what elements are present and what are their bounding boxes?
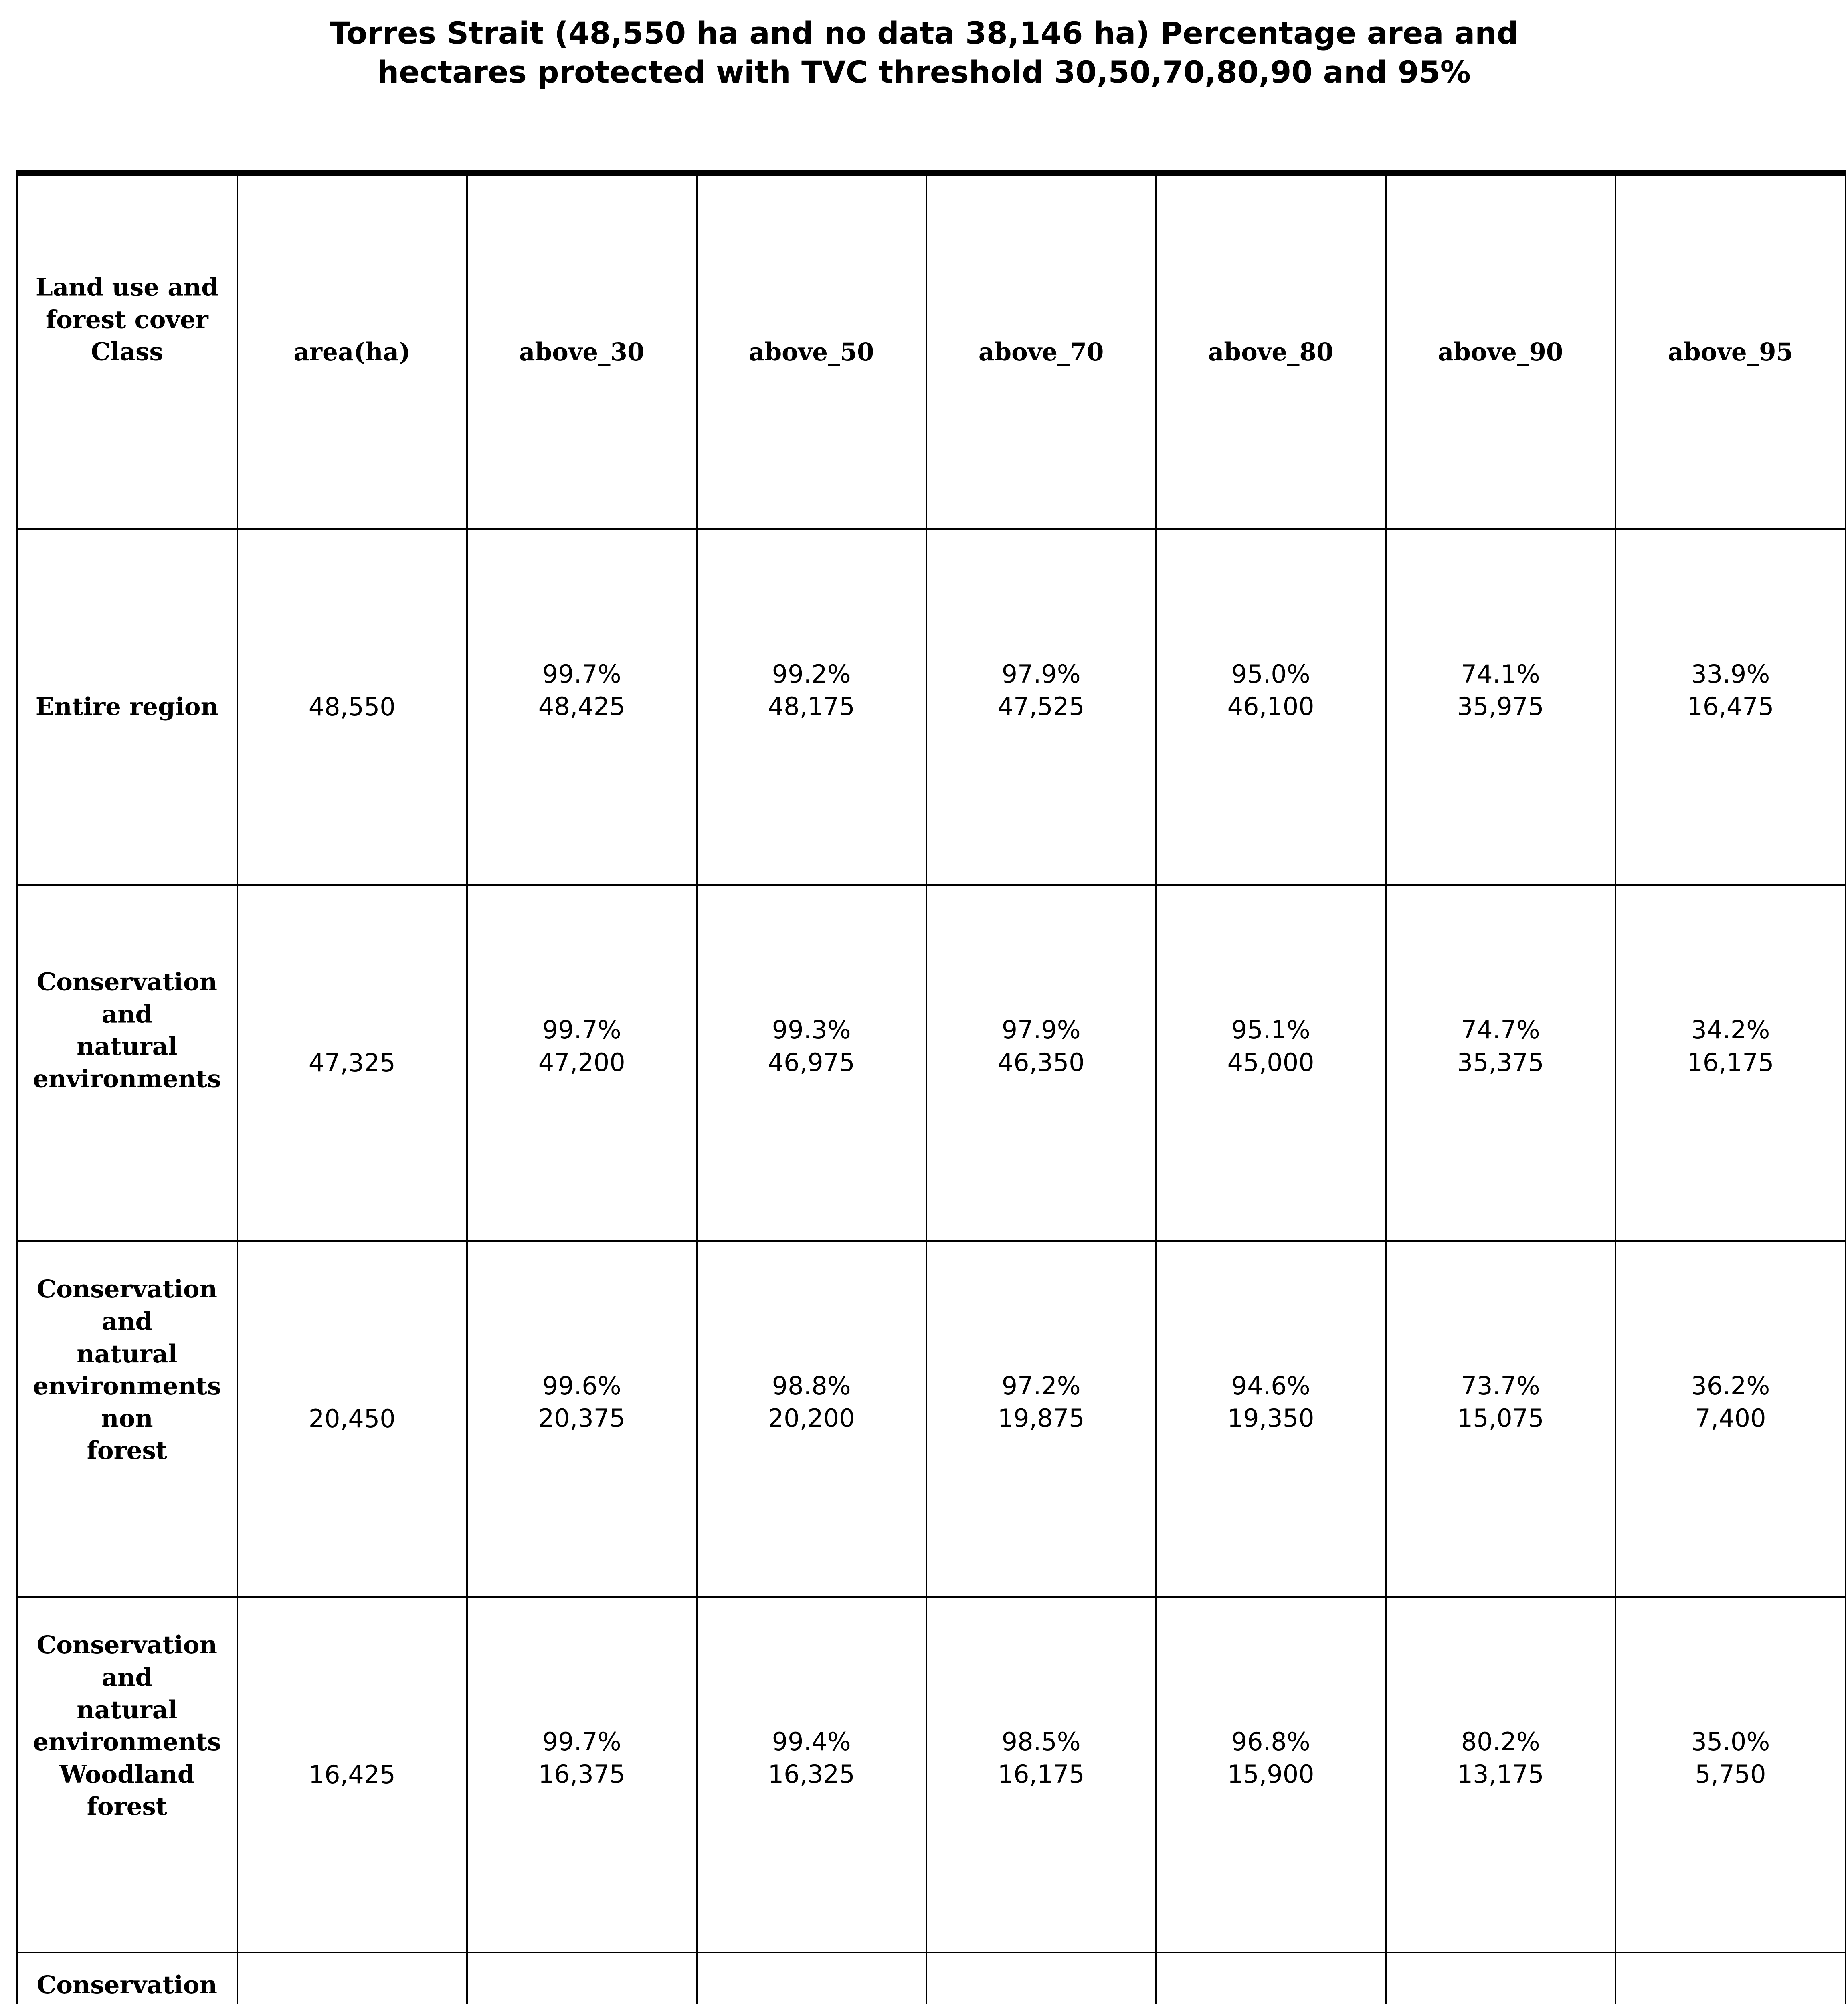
data-cell: 94.6% 19,350 (1155, 1240, 1387, 1598)
data-cell: 100.0% 10,450 (696, 1952, 927, 2004)
area-cell: 20,450 (236, 1240, 468, 1598)
data-cell: 98.6% 10,300 (925, 1952, 1157, 2004)
data-cell: 98.8% 20,200 (696, 1240, 927, 1598)
row-label: Conservation and natural environments (16, 884, 238, 1242)
data-cell: 99.7% 16,375 (466, 1596, 698, 1954)
column-header-above-30: above_30 (466, 172, 698, 530)
data-cell: 35.0% 5,750 (1614, 1596, 1847, 1954)
column-header-above-95: above_95 (1614, 172, 1847, 530)
row-label: Conservation and natural environments Wo… (16, 1596, 238, 1954)
data-cell: 96.8% 15,900 (1155, 1596, 1387, 1954)
data-cell: 74.1% 35,975 (1385, 528, 1616, 886)
table-row: Entire region 48,550 99.7% 48,425 99.2% … (16, 528, 1847, 886)
area-cell: 47,325 (236, 884, 468, 1242)
column-header-above-70: above_70 (925, 172, 1157, 530)
data-cell: 80.2% 13,175 (1385, 1596, 1616, 1954)
column-header-above-50: above_50 (696, 172, 927, 530)
area-cell: 48,550 (236, 528, 468, 886)
data-cell: 100.0% 10,450 (466, 1952, 698, 2004)
row-label: Conservation and natural environments Fo… (16, 1952, 238, 2004)
column-header-area: area(ha) (236, 172, 468, 530)
data-cell: 95.1% 45,000 (1155, 884, 1387, 1242)
data-cell: 28.9% 3,025 (1614, 1952, 1847, 2004)
data-cell: 97.9% 46,350 (925, 884, 1157, 1242)
table-row: Conservation and natural environments no… (16, 1240, 1847, 1598)
table-row: Conservation and natural environments 47… (16, 884, 1847, 1242)
data-cell: 95.0% 46,100 (1155, 528, 1387, 886)
data-cell: 99.2% 48,175 (696, 528, 927, 886)
table-row: Conservation and natural environments Wo… (16, 1596, 1847, 1954)
area-cell: 16,425 (236, 1596, 468, 1954)
column-header-class: Land use and forest cover Class (16, 172, 238, 530)
data-cell: 99.4% 16,325 (696, 1596, 927, 1954)
table-header-row: Land use and forest cover Class area(ha)… (16, 172, 1847, 530)
data-cell: 36.2% 7,400 (1614, 1240, 1847, 1598)
area-cell: 10,450 (236, 1952, 468, 2004)
data-cell: 73.7% 15,075 (1385, 1240, 1616, 1598)
data-cell: 99.3% 46,975 (696, 884, 927, 1242)
data-cell: 98.5% 16,175 (925, 1596, 1157, 1954)
column-header-above-80: above_80 (1155, 172, 1387, 530)
data-cell: 99.7% 48,425 (466, 528, 698, 886)
data-cell: 34.2% 16,175 (1614, 884, 1847, 1242)
table-row: Conservation and natural environments Fo… (16, 1952, 1847, 2004)
tvc-threshold-table: Land use and forest cover Class area(ha)… (16, 170, 1847, 2004)
data-cell: 33.9% 16,475 (1614, 528, 1847, 886)
data-cell: 68.2% 7,125 (1385, 1952, 1616, 2004)
row-label: Entire region (16, 528, 238, 886)
column-header-above-90: above_90 (1385, 172, 1616, 530)
data-cell: 74.7% 35,375 (1385, 884, 1616, 1242)
data-cell: 93.3% 9,750 (1155, 1952, 1387, 2004)
data-cell: 99.6% 20,375 (466, 1240, 698, 1598)
data-cell: 99.7% 47,200 (466, 884, 698, 1242)
row-label: Conservation and natural environments no… (16, 1240, 238, 1598)
data-cell: 97.9% 47,525 (925, 528, 1157, 886)
data-cell: 97.2% 19,875 (925, 1240, 1157, 1598)
page-title: Torres Strait (48,550 ha and no data 38,… (330, 15, 1518, 90)
